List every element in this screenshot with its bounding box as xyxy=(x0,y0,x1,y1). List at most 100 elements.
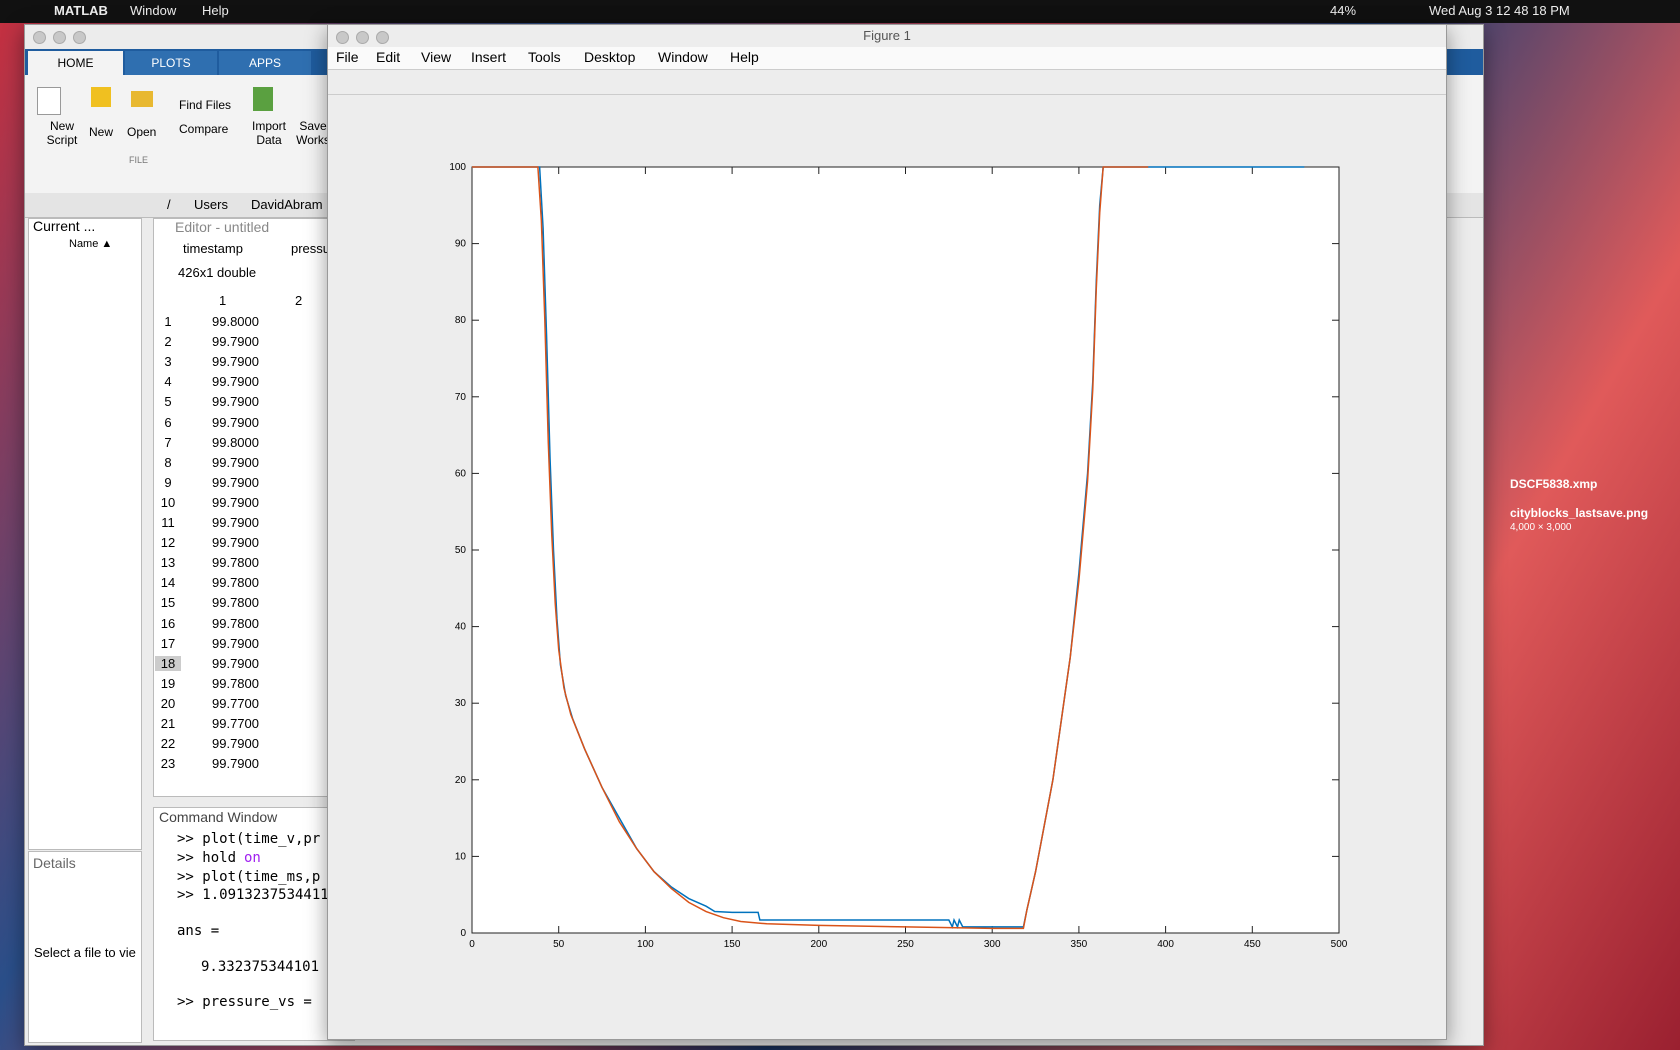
cell[interactable]: 99.7800 xyxy=(212,615,259,631)
cell[interactable]: 99.7900 xyxy=(212,334,259,350)
row-number[interactable]: 1 xyxy=(164,314,172,329)
menu[interactable]: Window xyxy=(130,3,177,18)
menu[interactable]: Edit xyxy=(376,49,401,65)
cell[interactable]: 99.7900 xyxy=(212,756,259,772)
row-number[interactable]: 16 xyxy=(160,615,176,631)
tab[interactable]: APPS xyxy=(219,51,311,75)
button[interactable]: New xyxy=(89,125,114,139)
cell[interactable]: 99.8000 xyxy=(212,314,259,329)
cell[interactable]: 99.7900 xyxy=(212,515,259,530)
panel-title: Command Window xyxy=(159,809,278,825)
menu[interactable]: Desktop xyxy=(584,49,636,65)
menubar: MATLAB Window Help 44% Wed Aug 3 12 48 1… xyxy=(0,0,1680,23)
row-number[interactable]: 20 xyxy=(160,695,176,711)
row-number[interactable]: 18 xyxy=(155,655,181,671)
row-number[interactable]: 23 xyxy=(160,756,176,772)
path-segment[interactable]: / xyxy=(167,197,171,212)
row-number[interactable]: 2 xyxy=(164,334,172,350)
y-tick-label: 10 xyxy=(455,851,467,862)
button[interactable]: Save Works xyxy=(296,119,330,147)
row-number[interactable]: 9 xyxy=(164,474,172,490)
cell[interactable]: 99.7900 xyxy=(212,635,259,651)
y-tick-label: 40 xyxy=(455,622,467,633)
cell[interactable]: 99.7900 xyxy=(212,494,259,510)
row-number[interactable]: 15 xyxy=(160,595,176,611)
command-line: ans = xyxy=(177,923,220,939)
row-number[interactable]: 14 xyxy=(160,575,176,591)
cell[interactable]: 99.7800 xyxy=(212,595,259,611)
y-tick-label: 70 xyxy=(455,392,467,403)
x-tick-label: 100 xyxy=(637,939,654,950)
row-number[interactable]: 22 xyxy=(160,736,176,752)
column-header: 1 xyxy=(219,293,227,308)
y-tick-label: 20 xyxy=(455,775,467,786)
cell[interactable]: 99.7800 xyxy=(212,555,259,571)
row-number[interactable]: 6 xyxy=(164,414,172,430)
toolbar xyxy=(328,70,1446,95)
file-info: 4,000 × 3,000 xyxy=(1510,522,1572,533)
button[interactable]: Open xyxy=(127,125,157,139)
row-number[interactable]: 19 xyxy=(160,675,176,691)
row-number[interactable]: 17 xyxy=(160,635,176,651)
row-number[interactable]: 10 xyxy=(160,494,176,510)
row-number[interactable]: 11 xyxy=(161,515,175,530)
row-number[interactable]: 3 xyxy=(164,354,172,370)
x-tick-label: 50 xyxy=(553,939,565,950)
row-number[interactable]: 4 xyxy=(164,374,172,390)
button[interactable]: New Script xyxy=(46,119,78,147)
cell[interactable]: 99.7900 xyxy=(212,374,259,390)
panel-title: Current ... xyxy=(33,218,96,234)
column-header: 2 xyxy=(295,293,303,308)
cell[interactable]: 99.7900 xyxy=(212,535,259,551)
cell[interactable]: 99.8000 xyxy=(212,434,259,450)
cell[interactable]: 99.7800 xyxy=(212,675,259,691)
y-tick-label: 0 xyxy=(460,928,466,939)
row-number[interactable]: 21 xyxy=(160,716,176,731)
row-number[interactable]: 5 xyxy=(164,394,172,410)
file-icon[interactable]: cityblocks_lastsave.png xyxy=(1510,506,1649,520)
menu[interactable]: Help xyxy=(202,3,229,18)
x-tick-label: 450 xyxy=(1244,939,1261,950)
app-menu[interactable]: MATLAB xyxy=(54,3,108,18)
cell[interactable]: 99.7900 xyxy=(212,474,259,490)
tab[interactable]: PLOTS xyxy=(125,51,217,75)
menu[interactable]: Help xyxy=(730,49,759,65)
command-line: 9.332375344101 xyxy=(201,959,320,975)
column-header[interactable]: Name ▲ xyxy=(69,238,113,250)
command-line: >> pressure_vs = xyxy=(177,994,312,1010)
editor-tab[interactable]: pressu xyxy=(291,241,331,256)
file-icon[interactable]: DSCF5838.xmp xyxy=(1510,477,1598,491)
cell[interactable]: 99.7700 xyxy=(212,716,259,731)
tab[interactable]: HOME xyxy=(28,51,123,75)
cell[interactable]: 99.7900 xyxy=(212,736,259,752)
x-tick-label: 350 xyxy=(1071,939,1088,950)
cell[interactable]: 99.7900 xyxy=(212,655,259,671)
menu[interactable]: Tools xyxy=(528,49,561,65)
button[interactable]: Find Files xyxy=(179,98,232,112)
x-tick-label: 250 xyxy=(897,939,914,950)
cell[interactable]: 99.7900 xyxy=(212,454,259,470)
menu[interactable]: Window xyxy=(658,49,708,65)
button[interactable]: Import Data xyxy=(251,119,286,147)
battery[interactable]: 44% xyxy=(1330,3,1357,18)
row-number[interactable]: 13 xyxy=(160,555,176,571)
cell[interactable]: 99.7900 xyxy=(212,414,259,430)
clock[interactable]: Wed Aug 3 12 48 18 PM xyxy=(1429,3,1570,18)
cell[interactable]: 99.7900 xyxy=(212,354,259,370)
data-line xyxy=(472,166,1149,930)
window-title: Figure 1 xyxy=(863,28,911,43)
cell[interactable]: 99.7800 xyxy=(212,575,259,591)
button[interactable]: Compare xyxy=(179,122,229,136)
menu[interactable]: View xyxy=(421,49,452,65)
menu[interactable]: Insert xyxy=(471,49,507,65)
row-number[interactable]: 8 xyxy=(164,454,172,470)
variable-size: 426x1 double xyxy=(178,265,257,280)
row-number[interactable]: 12 xyxy=(160,535,176,551)
path-segment[interactable]: DavidAbram xyxy=(251,197,323,212)
editor-tab[interactable]: timestamp xyxy=(183,241,243,256)
cell[interactable]: 99.7900 xyxy=(212,394,259,410)
menu[interactable]: File xyxy=(336,49,359,65)
cell[interactable]: 99.7700 xyxy=(212,695,259,711)
row-number[interactable]: 7 xyxy=(164,434,172,450)
path-segment[interactable]: Users xyxy=(194,197,228,212)
